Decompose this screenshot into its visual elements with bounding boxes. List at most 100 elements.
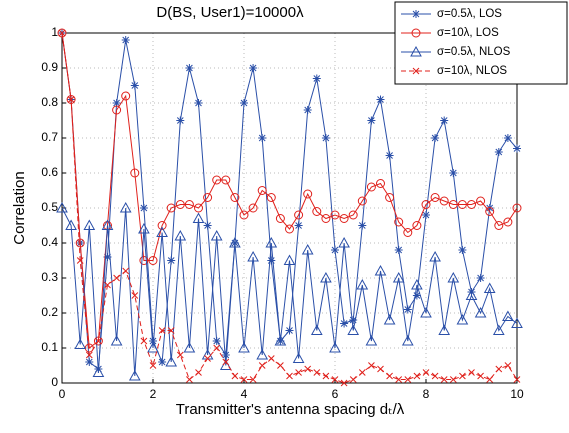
marker bbox=[283, 254, 296, 265]
marker bbox=[65, 219, 77, 230]
marker bbox=[411, 28, 421, 38]
marker bbox=[431, 134, 440, 142]
marker bbox=[194, 99, 203, 107]
marker bbox=[313, 369, 321, 376]
marker bbox=[320, 271, 332, 283]
marker bbox=[447, 271, 460, 283]
marker bbox=[192, 212, 205, 223]
marker bbox=[349, 376, 357, 383]
marker bbox=[377, 365, 384, 373]
marker bbox=[401, 334, 414, 346]
marker bbox=[440, 116, 449, 125]
marker bbox=[175, 200, 185, 209]
marker bbox=[474, 306, 487, 318]
marker bbox=[139, 256, 149, 265]
marker bbox=[258, 134, 267, 142]
marker bbox=[139, 204, 148, 212]
marker bbox=[358, 369, 366, 376]
marker bbox=[456, 313, 469, 325]
marker bbox=[310, 324, 323, 335]
marker bbox=[275, 214, 285, 223]
marker bbox=[449, 376, 457, 383]
marker bbox=[504, 362, 512, 369]
marker bbox=[412, 291, 421, 300]
marker bbox=[294, 210, 304, 220]
marker bbox=[85, 351, 93, 359]
y-tick-label: 0.2 bbox=[41, 305, 58, 319]
marker bbox=[513, 144, 521, 153]
marker bbox=[267, 256, 276, 265]
marker bbox=[383, 313, 396, 325]
marker bbox=[376, 179, 385, 188]
marker bbox=[157, 221, 167, 230]
marker bbox=[494, 148, 503, 156]
marker bbox=[140, 337, 148, 345]
marker bbox=[147, 341, 159, 353]
marker bbox=[112, 105, 122, 115]
legend-box bbox=[394, 1, 568, 85]
marker bbox=[130, 81, 139, 90]
marker bbox=[412, 67, 420, 75]
marker bbox=[503, 134, 512, 142]
marker bbox=[131, 292, 139, 299]
marker bbox=[458, 246, 467, 254]
x-tick-label: 10 bbox=[510, 387, 524, 401]
marker bbox=[285, 224, 294, 234]
y-tick-label: 0.9 bbox=[41, 60, 58, 74]
marker bbox=[347, 324, 360, 335]
marker bbox=[365, 334, 378, 346]
marker bbox=[467, 288, 476, 296]
marker bbox=[292, 352, 305, 363]
x-tick-label: 4 bbox=[241, 387, 248, 401]
marker bbox=[385, 151, 394, 160]
marker bbox=[303, 106, 312, 114]
series bbox=[58, 29, 521, 387]
y-tick-label: 0.1 bbox=[41, 340, 58, 354]
marker bbox=[222, 358, 230, 366]
marker bbox=[267, 355, 275, 362]
marker bbox=[468, 369, 475, 376]
marker bbox=[366, 182, 376, 192]
marker bbox=[301, 243, 314, 255]
marker bbox=[184, 200, 194, 209]
marker bbox=[312, 207, 322, 216]
marker bbox=[231, 372, 239, 380]
marker bbox=[138, 222, 150, 234]
marker bbox=[367, 116, 376, 125]
marker bbox=[477, 372, 484, 380]
marker bbox=[113, 274, 120, 282]
marker bbox=[511, 317, 523, 328]
marker bbox=[502, 310, 514, 321]
marker bbox=[412, 10, 420, 18]
marker bbox=[185, 64, 194, 72]
marker bbox=[213, 344, 221, 352]
marker bbox=[166, 203, 176, 213]
marker bbox=[229, 236, 241, 248]
marker bbox=[148, 256, 158, 265]
marker bbox=[513, 376, 521, 383]
marker bbox=[422, 369, 430, 376]
marker bbox=[249, 376, 257, 383]
marker bbox=[158, 327, 166, 334]
series bbox=[56, 201, 523, 381]
marker bbox=[439, 196, 449, 206]
marker bbox=[385, 193, 395, 202]
marker bbox=[93, 336, 103, 346]
marker bbox=[83, 219, 96, 230]
marker bbox=[438, 324, 451, 335]
marker bbox=[374, 264, 387, 276]
marker bbox=[394, 246, 403, 254]
marker bbox=[448, 200, 458, 209]
marker bbox=[476, 196, 486, 206]
marker bbox=[247, 250, 259, 262]
marker bbox=[277, 362, 284, 369]
marker bbox=[430, 193, 440, 202]
legend-label: σ=0.5λ, LOS bbox=[437, 8, 502, 20]
marker bbox=[368, 362, 375, 369]
marker bbox=[204, 355, 211, 362]
x-axis-label: Transmitter's antenna spacing dₜ/λ bbox=[176, 401, 405, 418]
x-tick-label: 0 bbox=[59, 387, 66, 401]
marker bbox=[158, 358, 167, 366]
marker bbox=[429, 250, 441, 262]
marker bbox=[74, 338, 87, 349]
